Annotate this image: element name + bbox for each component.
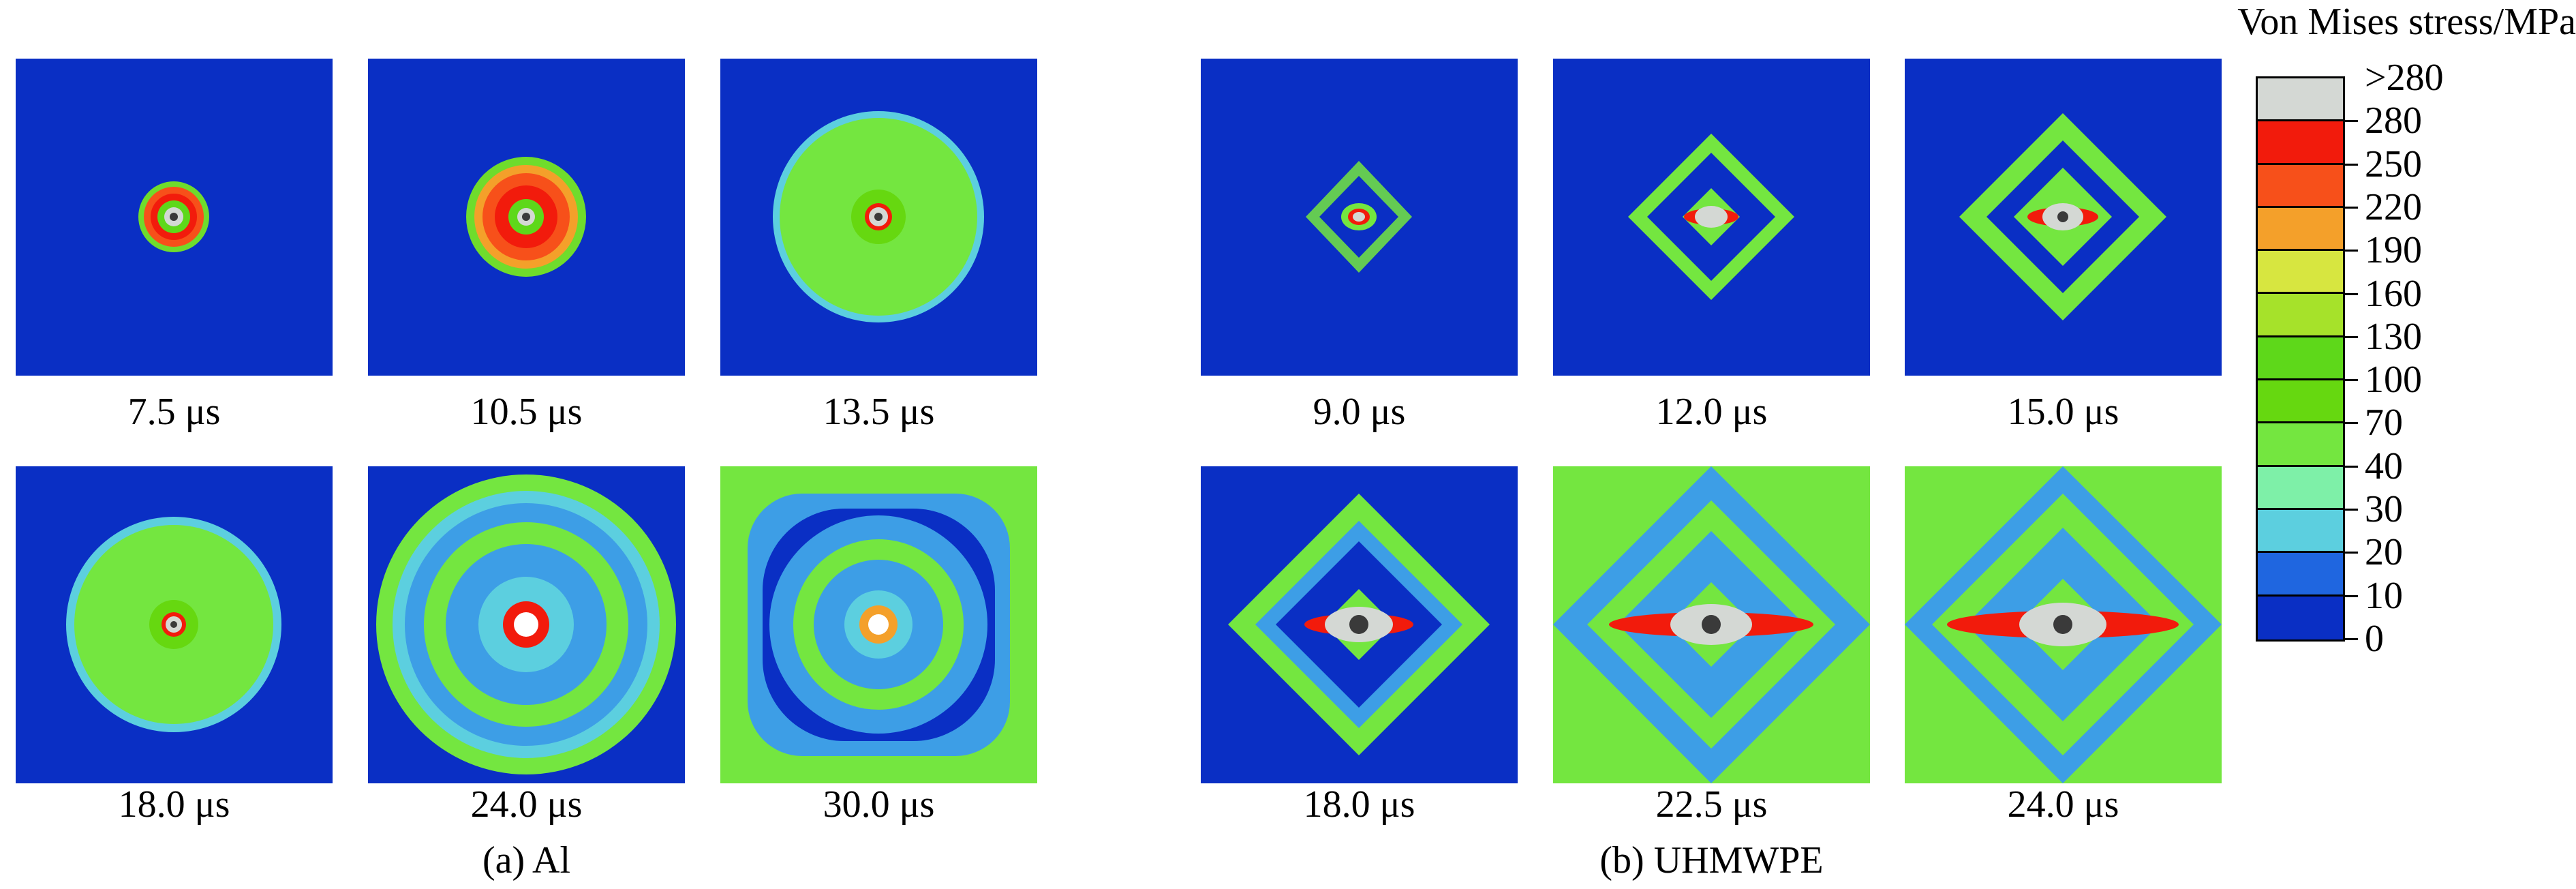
group-caption-al: (a) Al (482, 839, 571, 882)
al-panel-2 (368, 59, 685, 376)
colorbar-swatch (2258, 337, 2343, 381)
colorbar-label: 250 (2365, 142, 2422, 185)
pe-panel-3 (1905, 59, 2222, 376)
colorbar-tick (2343, 335, 2358, 338)
al-panel-5 (368, 466, 685, 783)
al-panel-6 (720, 466, 1037, 783)
colorbar-tick (2343, 163, 2358, 166)
colorbar-swatch (2258, 251, 2343, 295)
pe-panel-2 (1553, 59, 1870, 376)
colorbar-swatch (2258, 466, 2343, 510)
al-panel-1 (16, 59, 333, 376)
al-panel-3 (720, 59, 1037, 376)
colorbar-label: 40 (2365, 444, 2403, 487)
colorbar-tick (2343, 292, 2358, 295)
colorbar-swatch (2258, 423, 2343, 467)
pe-panel-2-label: 12.0 μs (1655, 391, 1768, 433)
colorbar-swatch (2258, 207, 2343, 252)
colorbar-label: 30 (2365, 488, 2403, 530)
pe-panel-4-label: 18.0 μs (1303, 783, 1415, 826)
al-panel-4 (16, 466, 333, 783)
colorbar-tick (2343, 509, 2358, 511)
pe-panel-1-label: 9.0 μs (1313, 391, 1406, 433)
colorbar-swatch (2258, 78, 2343, 122)
colorbar-label: 100 (2365, 359, 2422, 402)
al-panel-6-label: 30.0 μs (823, 783, 935, 826)
colorbar-tick (2343, 637, 2358, 640)
colorbar-label: 0 (2365, 617, 2384, 660)
al-panel-3-label: 13.5 μs (823, 391, 935, 433)
colorbar-tick (2343, 422, 2358, 425)
colorbar-swatch (2258, 121, 2343, 165)
colorbar-swatch (2258, 553, 2343, 597)
colorbar-label: 160 (2365, 272, 2422, 315)
colorbar-label: >280 (2365, 57, 2444, 99)
colorbar-tick (2343, 206, 2358, 209)
colorbar-label: 20 (2365, 531, 2403, 574)
legend-title: Von Mises stress/MPa (2237, 1, 2576, 43)
pe-panel-5 (1553, 466, 1870, 783)
al-panel-2-label: 10.5 μs (470, 391, 583, 433)
pe-panel-4 (1201, 466, 1518, 783)
colorbar (2256, 76, 2345, 642)
al-panel-4-label: 18.0 μs (118, 783, 230, 826)
colorbar-label: 10 (2365, 574, 2403, 617)
colorbar-tick (2343, 250, 2358, 252)
colorbar-swatch (2258, 596, 2343, 639)
colorbar-label: 280 (2365, 100, 2422, 142)
al-panel-5-label: 24.0 μs (470, 783, 583, 826)
al-panel-1-label: 7.5 μs (127, 391, 221, 433)
pe-panel-6-label: 24.0 μs (2007, 783, 2119, 826)
colorbar-tick (2343, 120, 2358, 123)
pe-panel-5-label: 22.5 μs (1655, 783, 1768, 826)
colorbar-label: 220 (2365, 185, 2422, 228)
colorbar-label: 130 (2365, 315, 2422, 358)
pe-panel-6 (1905, 466, 2222, 783)
group-caption-uhmwpe: (b) UHMWPE (1599, 839, 1824, 882)
colorbar-tick (2343, 379, 2358, 382)
colorbar-tick (2343, 465, 2358, 468)
colorbar-tick (2343, 594, 2358, 597)
colorbar-swatch (2258, 380, 2343, 424)
pe-panel-1 (1201, 59, 1518, 376)
colorbar-tick (2343, 552, 2358, 554)
pe-panel-3-label: 15.0 μs (2007, 391, 2119, 433)
colorbar-swatch (2258, 164, 2343, 208)
colorbar-swatch (2258, 294, 2343, 337)
colorbar-label: 70 (2365, 402, 2403, 444)
colorbar-swatch (2258, 509, 2343, 554)
colorbar-label: 190 (2365, 229, 2422, 272)
